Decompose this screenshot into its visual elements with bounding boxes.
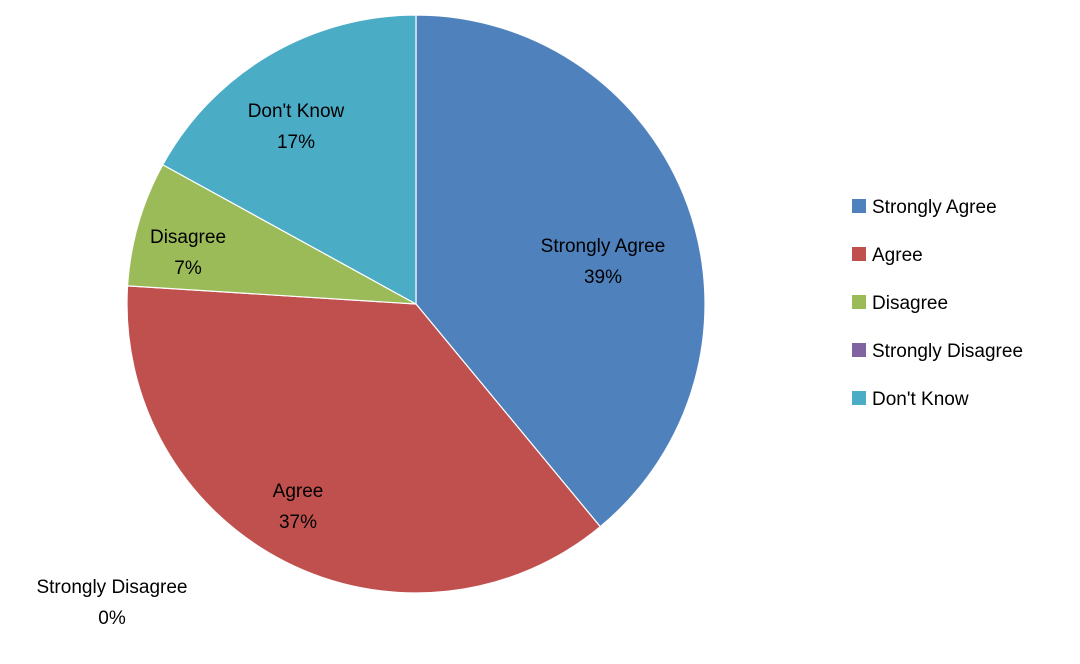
legend: Strongly Agree Agree Disagree Strongly Disa…: [852, 197, 1023, 410]
legend-swatch-agree: [852, 247, 866, 261]
data-label-category: Strongly Agree: [541, 236, 666, 257]
data-label-percent: 39%: [584, 267, 622, 288]
legend-label-strongly-agree: Strongly Agree: [872, 197, 997, 218]
data-label-percent: 17%: [277, 132, 315, 153]
legend-swatch-strongly-disagree: [852, 343, 866, 357]
data-label-don-t-know: Don't Know 17%: [248, 101, 345, 153]
data-label-category: Agree: [273, 481, 324, 502]
legend-item-strongly-agree: Strongly Agree: [852, 197, 997, 218]
data-label-percent: 7%: [174, 258, 202, 279]
legend-label-agree: Agree: [872, 245, 923, 266]
legend-label-don-t-know: Don't Know: [872, 389, 969, 410]
pie-slices: [126, 14, 706, 594]
data-label-strongly-agree: Strongly Agree 39%: [541, 236, 666, 288]
legend-label-disagree: Disagree: [872, 293, 948, 314]
data-labels: Strongly Agree 39% Agree 37% Disagree 7% Stron…: [36, 101, 665, 629]
legend-item-strongly-disagree: Strongly Disagree: [852, 341, 1023, 362]
data-label-strongly-disagree: Strongly Disagree 0%: [36, 577, 187, 629]
data-label-percent: 0%: [98, 608, 126, 629]
legend-item-don-t-know: Don't Know: [852, 389, 969, 410]
slice-agree: [126, 285, 602, 594]
data-label-category: Disagree: [150, 227, 226, 248]
slice-strongly-agree: [415, 14, 706, 528]
data-label-percent: 37%: [279, 512, 317, 533]
legend-item-disagree: Disagree: [852, 293, 948, 314]
data-label-category: Strongly Disagree: [36, 577, 187, 598]
legend-swatch-don-t-know: [852, 391, 866, 405]
slice-disagree: [126, 163, 417, 305]
data-label-disagree: Disagree 7%: [150, 227, 226, 279]
data-label-category: Don't Know: [248, 101, 345, 122]
legend-label-strongly-disagree: Strongly Disagree: [872, 341, 1023, 362]
legend-swatch-disagree: [852, 295, 866, 309]
legend-item-agree: Agree: [852, 245, 923, 266]
legend-swatch-strongly-agree: [852, 199, 866, 213]
data-label-agree: Agree 37%: [273, 481, 324, 533]
slice-don-t-know: [161, 14, 417, 306]
